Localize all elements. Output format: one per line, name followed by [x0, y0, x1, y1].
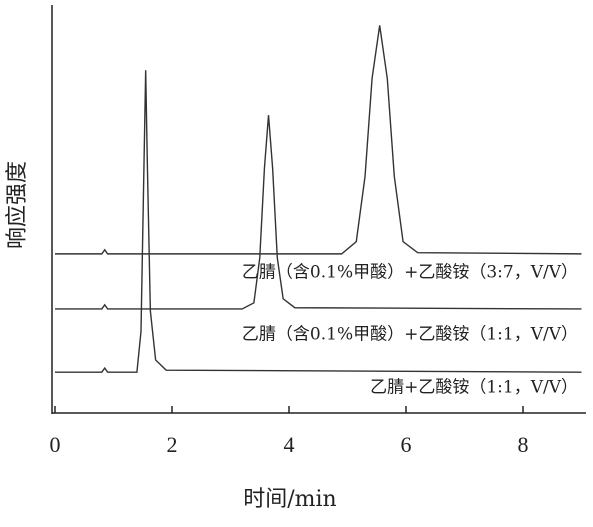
trace — [55, 25, 582, 255]
x-tick-label: 4 — [284, 432, 295, 457]
x-tick-label: 6 — [401, 432, 412, 457]
x-tick-label: 2 — [167, 432, 178, 457]
x-tick-label: 8 — [518, 432, 529, 457]
series-label: 乙腈（含0.1%甲酸）+乙酸铵（3:7，V/V） — [242, 263, 578, 283]
trace — [55, 70, 582, 373]
series-label: 乙腈（含0.1%甲酸）+乙酸铵（1:1，V/V） — [242, 325, 578, 345]
y-axis-label: 响应强度 — [5, 161, 30, 249]
trace — [55, 115, 582, 310]
x-axis-label: 时间/min — [243, 487, 336, 512]
series-label: 乙腈+乙酸铵（1:1，V/V） — [370, 378, 578, 398]
x-tick-label: 0 — [50, 432, 61, 457]
